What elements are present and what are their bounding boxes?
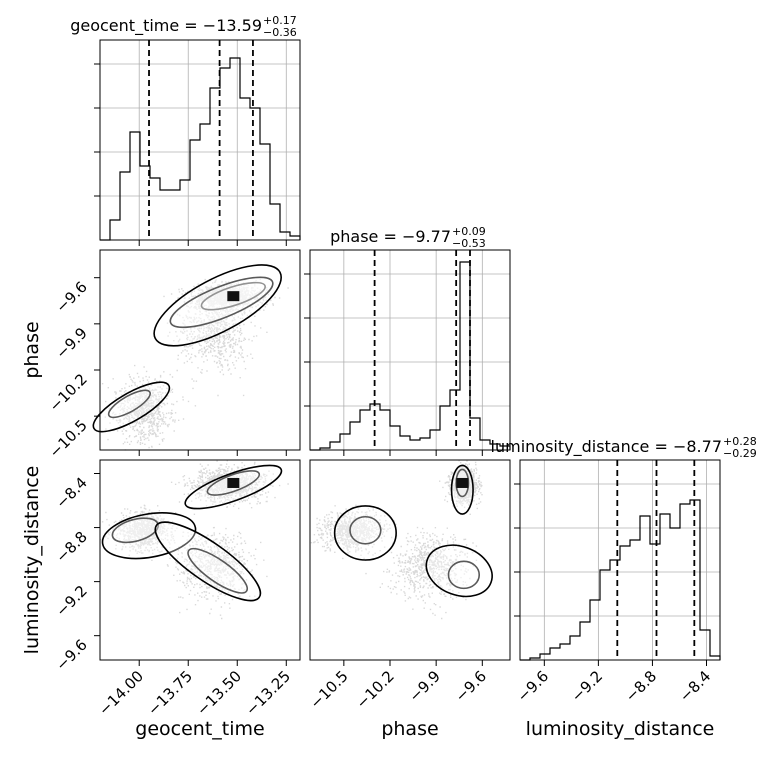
peak-phase-vs-geocent-time xyxy=(227,291,240,302)
panel-bg-phase-vs-geocent-time xyxy=(100,250,300,450)
samples-luminosity-distance-vs-geocent-time xyxy=(100,460,289,620)
title-luminosity-distance-lower: −0.29 xyxy=(723,447,757,460)
ytick-label-phase-2: −9.9 xyxy=(52,324,90,362)
xtick-label-geocent-time-1: −13.75 xyxy=(144,667,196,719)
contour-luminosity-distance-vs-phase-5 xyxy=(425,544,493,598)
contour-luminosity-distance-vs-phase-4 xyxy=(447,560,481,590)
title-luminosity-distance-upper: +0.28 xyxy=(723,435,757,448)
xtick-label-phase-0: −10.5 xyxy=(306,667,351,712)
contour-luminosity-distance-vs-phase-1 xyxy=(450,464,474,515)
title-phase-lower: −0.53 xyxy=(452,237,486,250)
xtick-label-geocent-time-2: −13.50 xyxy=(193,667,245,719)
panel-frame-luminosity-distance-vs-geocent-time xyxy=(99,459,301,661)
hist-frame-luminosity-distance xyxy=(519,459,721,661)
contour-phase-vs-geocent-time-4 xyxy=(92,381,171,433)
xtick-label-phase-3: −9.6 xyxy=(452,667,490,705)
contour-luminosity-distance-vs-geocent-time-5 xyxy=(154,521,262,602)
panel-bg-luminosity-distance-vs-geocent-time xyxy=(100,460,300,660)
hist-step-luminosity-distance xyxy=(520,499,721,661)
contour-phase-vs-geocent-time-2 xyxy=(153,264,282,347)
xtick-label-phase-2: −9.9 xyxy=(405,667,443,705)
title-phase: phase = −9.77 xyxy=(330,227,451,246)
ylabel-luminosity-distance: luminosity_distance xyxy=(21,466,43,655)
panel-frame-phase-vs-geocent-time xyxy=(99,249,301,451)
xtick-label-geocent-time-0: −14.00 xyxy=(95,667,147,719)
histogram-geocent-time xyxy=(94,39,301,246)
panel-frame-luminosity-distance-vs-phase xyxy=(309,459,511,661)
xtick-label-luminosity-distance-0: −9.6 xyxy=(514,667,552,705)
hist-frame-phase xyxy=(309,249,511,451)
contour-phase-vs-geocent-time-3 xyxy=(107,389,151,419)
title-geocent-time-upper: +0.17 xyxy=(263,14,297,27)
xtick-label-luminosity-distance-2: −8.8 xyxy=(622,667,660,705)
contour-luminosity-distance-vs-phase-3 xyxy=(333,505,397,561)
hist-step-phase xyxy=(310,261,511,451)
peak-luminosity-distance-vs-geocent-time xyxy=(227,477,240,488)
contour-luminosity-distance-vs-geocent-time-3 xyxy=(101,512,197,560)
xlabel-phase: phase xyxy=(381,718,438,740)
ytick-label-luminosity-distance-2: −8.8 xyxy=(52,528,90,566)
samples-luminosity-distance-vs-phase xyxy=(310,460,483,620)
histogram-phase xyxy=(304,249,511,456)
contour-phase-vs-geocent-time-1 xyxy=(169,276,274,329)
ylabel-phase: phase xyxy=(21,321,43,378)
title-geocent-time: geocent_time = −13.59 xyxy=(70,16,262,36)
contour-luminosity-distance-vs-geocent-time-4 xyxy=(187,547,249,594)
xtick-label-luminosity-distance-3: −8.4 xyxy=(676,667,714,705)
xlabel-geocent-time: geocent_time xyxy=(135,718,264,740)
hist-step-geocent-time xyxy=(100,57,301,241)
title-phase-upper: +0.09 xyxy=(452,225,486,238)
title-geocent-time-lower: −0.36 xyxy=(263,26,297,39)
ytick-label-luminosity-distance-3: −8.4 xyxy=(52,474,90,512)
xtick-label-luminosity-distance-1: −9.2 xyxy=(568,667,606,705)
xlabel-luminosity-distance: luminosity_distance xyxy=(526,718,715,740)
hist-bg-phase xyxy=(310,250,510,450)
ytick-label-phase-1: −10.2 xyxy=(46,370,91,415)
xtick-label-phase-1: −10.2 xyxy=(353,667,398,712)
contour-luminosity-distance-vs-phase-2 xyxy=(349,515,382,545)
xtick-label-geocent-time-3: −13.25 xyxy=(242,667,294,719)
panel-bg-luminosity-distance-vs-phase xyxy=(310,460,510,660)
ytick-label-phase-0: −10.5 xyxy=(46,416,91,461)
histogram-luminosity-distance xyxy=(514,459,721,666)
ytick-label-luminosity-distance-1: −9.2 xyxy=(52,582,90,620)
ytick-label-phase-3: −9.6 xyxy=(52,278,90,316)
peak-luminosity-distance-vs-phase xyxy=(456,477,469,488)
title-luminosity-distance: luminosity_distance = −8.77 xyxy=(491,437,722,457)
scatter-luminosity-distance-vs-phase xyxy=(309,459,511,666)
scatter-luminosity-distance-vs-geocent-time xyxy=(94,459,301,666)
hist-frame-geocent-time xyxy=(99,39,301,241)
scatter-phase-vs-geocent-time xyxy=(92,249,301,456)
ytick-label-luminosity-distance-0: −9.6 xyxy=(52,636,90,674)
